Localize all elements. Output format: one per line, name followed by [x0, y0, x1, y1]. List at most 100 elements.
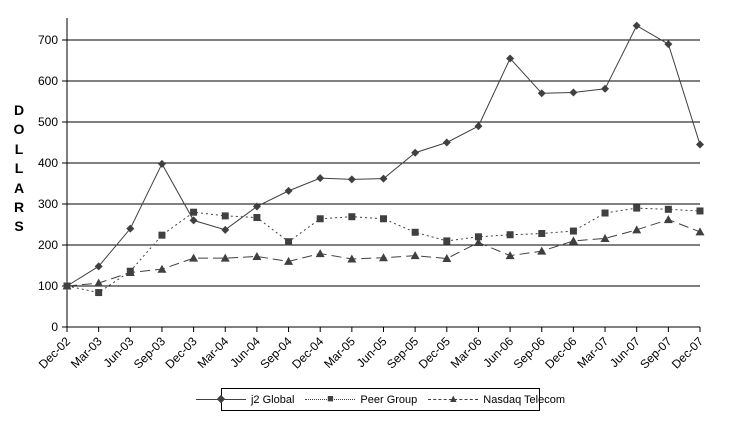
y-axis-title-letter: S	[14, 218, 24, 235]
x-tick-label: Jun-06	[480, 334, 516, 370]
square-marker-icon	[348, 213, 356, 221]
diamond-marker-icon	[379, 174, 388, 183]
triangle-marker-icon	[62, 281, 72, 290]
x-tick-label: Dec-06	[542, 334, 579, 371]
diamond-marker-icon	[189, 216, 198, 225]
x-tick-label: Dec-02	[36, 334, 73, 371]
triangle-marker-icon	[473, 238, 483, 247]
diamond-marker-icon	[442, 138, 451, 147]
square-marker-icon	[506, 231, 514, 239]
square-marker-icon	[221, 212, 229, 220]
x-tick-label: Jun-03	[101, 334, 137, 370]
square-marker-icon	[601, 209, 609, 217]
square-marker-icon	[316, 215, 324, 223]
diamond-marker-icon	[316, 174, 325, 183]
x-tick-label: Sep-06	[511, 334, 548, 371]
triangle-marker-icon	[347, 254, 357, 263]
j2-global-line-sample: ◆	[195, 393, 246, 404]
triangle-marker-icon	[537, 246, 547, 255]
diamond-marker-icon	[252, 202, 261, 211]
x-tick-label: Sep-07	[637, 334, 674, 371]
diamond-marker-icon	[347, 175, 356, 184]
diamond-marker-icon	[696, 140, 704, 149]
diamond-marker-icon: ◆	[216, 392, 226, 405]
diamond-marker-icon	[221, 225, 230, 234]
x-tick-label: Dec-04	[289, 334, 326, 371]
x-tick-label: Sep-04	[257, 334, 294, 371]
y-tick-label: 400	[38, 156, 58, 170]
y-tick-label: 100	[38, 279, 58, 293]
x-tick-label: Jun-07	[607, 334, 643, 370]
square-marker-icon	[538, 230, 546, 238]
y-tick-label: 300	[38, 197, 58, 211]
square-marker-icon	[474, 233, 482, 241]
legend-item-nasdaq-telecom: ▲ Nasdaq Telecom	[428, 393, 566, 406]
diamond-marker-icon	[411, 148, 420, 157]
series-line	[66, 24, 701, 287]
square-marker-icon	[253, 214, 261, 222]
square-marker-icon	[633, 204, 641, 212]
triangle-marker-icon	[125, 267, 135, 276]
triangle-marker-icon	[695, 227, 705, 236]
diamond-marker-icon	[506, 54, 515, 63]
square-marker-icon	[158, 231, 166, 239]
legend-label-j2-global: j2 Global	[250, 393, 295, 406]
y-axis-title-letter: O	[13, 121, 25, 138]
legend-item-j2-global: ◆ j2 Global	[195, 393, 295, 406]
diamond-marker-icon	[126, 224, 135, 233]
series-line	[66, 219, 701, 287]
peer-group-line-sample: ■	[305, 393, 356, 404]
diamond-marker-icon	[284, 186, 293, 195]
triangle-marker-icon	[157, 264, 167, 273]
legend-item-peer-group: ■ Peer Group	[305, 393, 418, 406]
legend-label-nasdaq-telecom: Nasdaq Telecom	[483, 393, 566, 406]
y-axis-title-letter: R	[13, 199, 25, 216]
triangle-marker-icon	[568, 236, 578, 245]
triangle-marker-icon	[600, 233, 610, 242]
legend-label-peer-group: Peer Group	[360, 393, 418, 406]
triangle-marker-icon	[442, 254, 452, 263]
triangle-marker-icon	[284, 256, 294, 265]
square-marker-icon: ■	[327, 392, 334, 405]
gridlines-and-yticks: 0 100 200 300 400 500 600 700	[38, 33, 700, 334]
triangle-marker-icon	[663, 215, 673, 224]
x-tick-label: Mar-03	[68, 334, 105, 371]
y-tick-label: 0	[51, 320, 58, 334]
x-tick-label: Mar-05	[321, 334, 358, 371]
legend: ◆ j2 Global ■ Peer Group ▲ Nasdaq Teleco…	[195, 388, 565, 411]
triangle-marker-icon	[94, 278, 104, 287]
triangle-marker-icon	[189, 253, 199, 262]
x-tick-label: Sep-05	[384, 334, 421, 371]
square-marker-icon	[443, 237, 451, 245]
x-tick-label: Dec-03	[162, 334, 199, 371]
diamond-marker-icon	[601, 84, 610, 93]
x-tick-label: Sep-03	[131, 334, 168, 371]
triangle-marker-icon	[632, 225, 642, 234]
square-marker-icon	[95, 289, 103, 297]
square-marker-icon	[696, 207, 704, 215]
y-axis-title-letter: L	[14, 140, 24, 157]
y-tick-label: 700	[38, 33, 58, 47]
x-tick-label: Mar-06	[448, 334, 485, 371]
series-peer-group	[63, 204, 704, 297]
y-tick-label: 500	[38, 115, 58, 129]
x-axis: Dec-02Mar-03Jun-03Sep-03Dec-03Mar-04Jun-…	[36, 327, 706, 371]
square-marker-icon	[411, 228, 419, 236]
square-marker-icon	[569, 227, 577, 235]
diamond-marker-icon	[157, 159, 166, 168]
diamond-marker-icon	[664, 40, 673, 49]
diamond-marker-icon	[94, 262, 103, 271]
x-tick-label: Dec-07	[669, 334, 706, 371]
square-marker-icon	[190, 208, 198, 216]
series-line	[66, 207, 701, 294]
triangle-marker-icon	[505, 251, 515, 260]
triangle-marker-icon	[252, 251, 262, 260]
series-nasdaq-telecom	[62, 215, 705, 290]
triangle-marker-icon	[410, 251, 420, 260]
triangle-marker-icon	[379, 253, 388, 262]
y-axis-title-letter: A	[13, 179, 25, 196]
nasdaq-telecom-line-sample: ▲	[428, 393, 479, 404]
